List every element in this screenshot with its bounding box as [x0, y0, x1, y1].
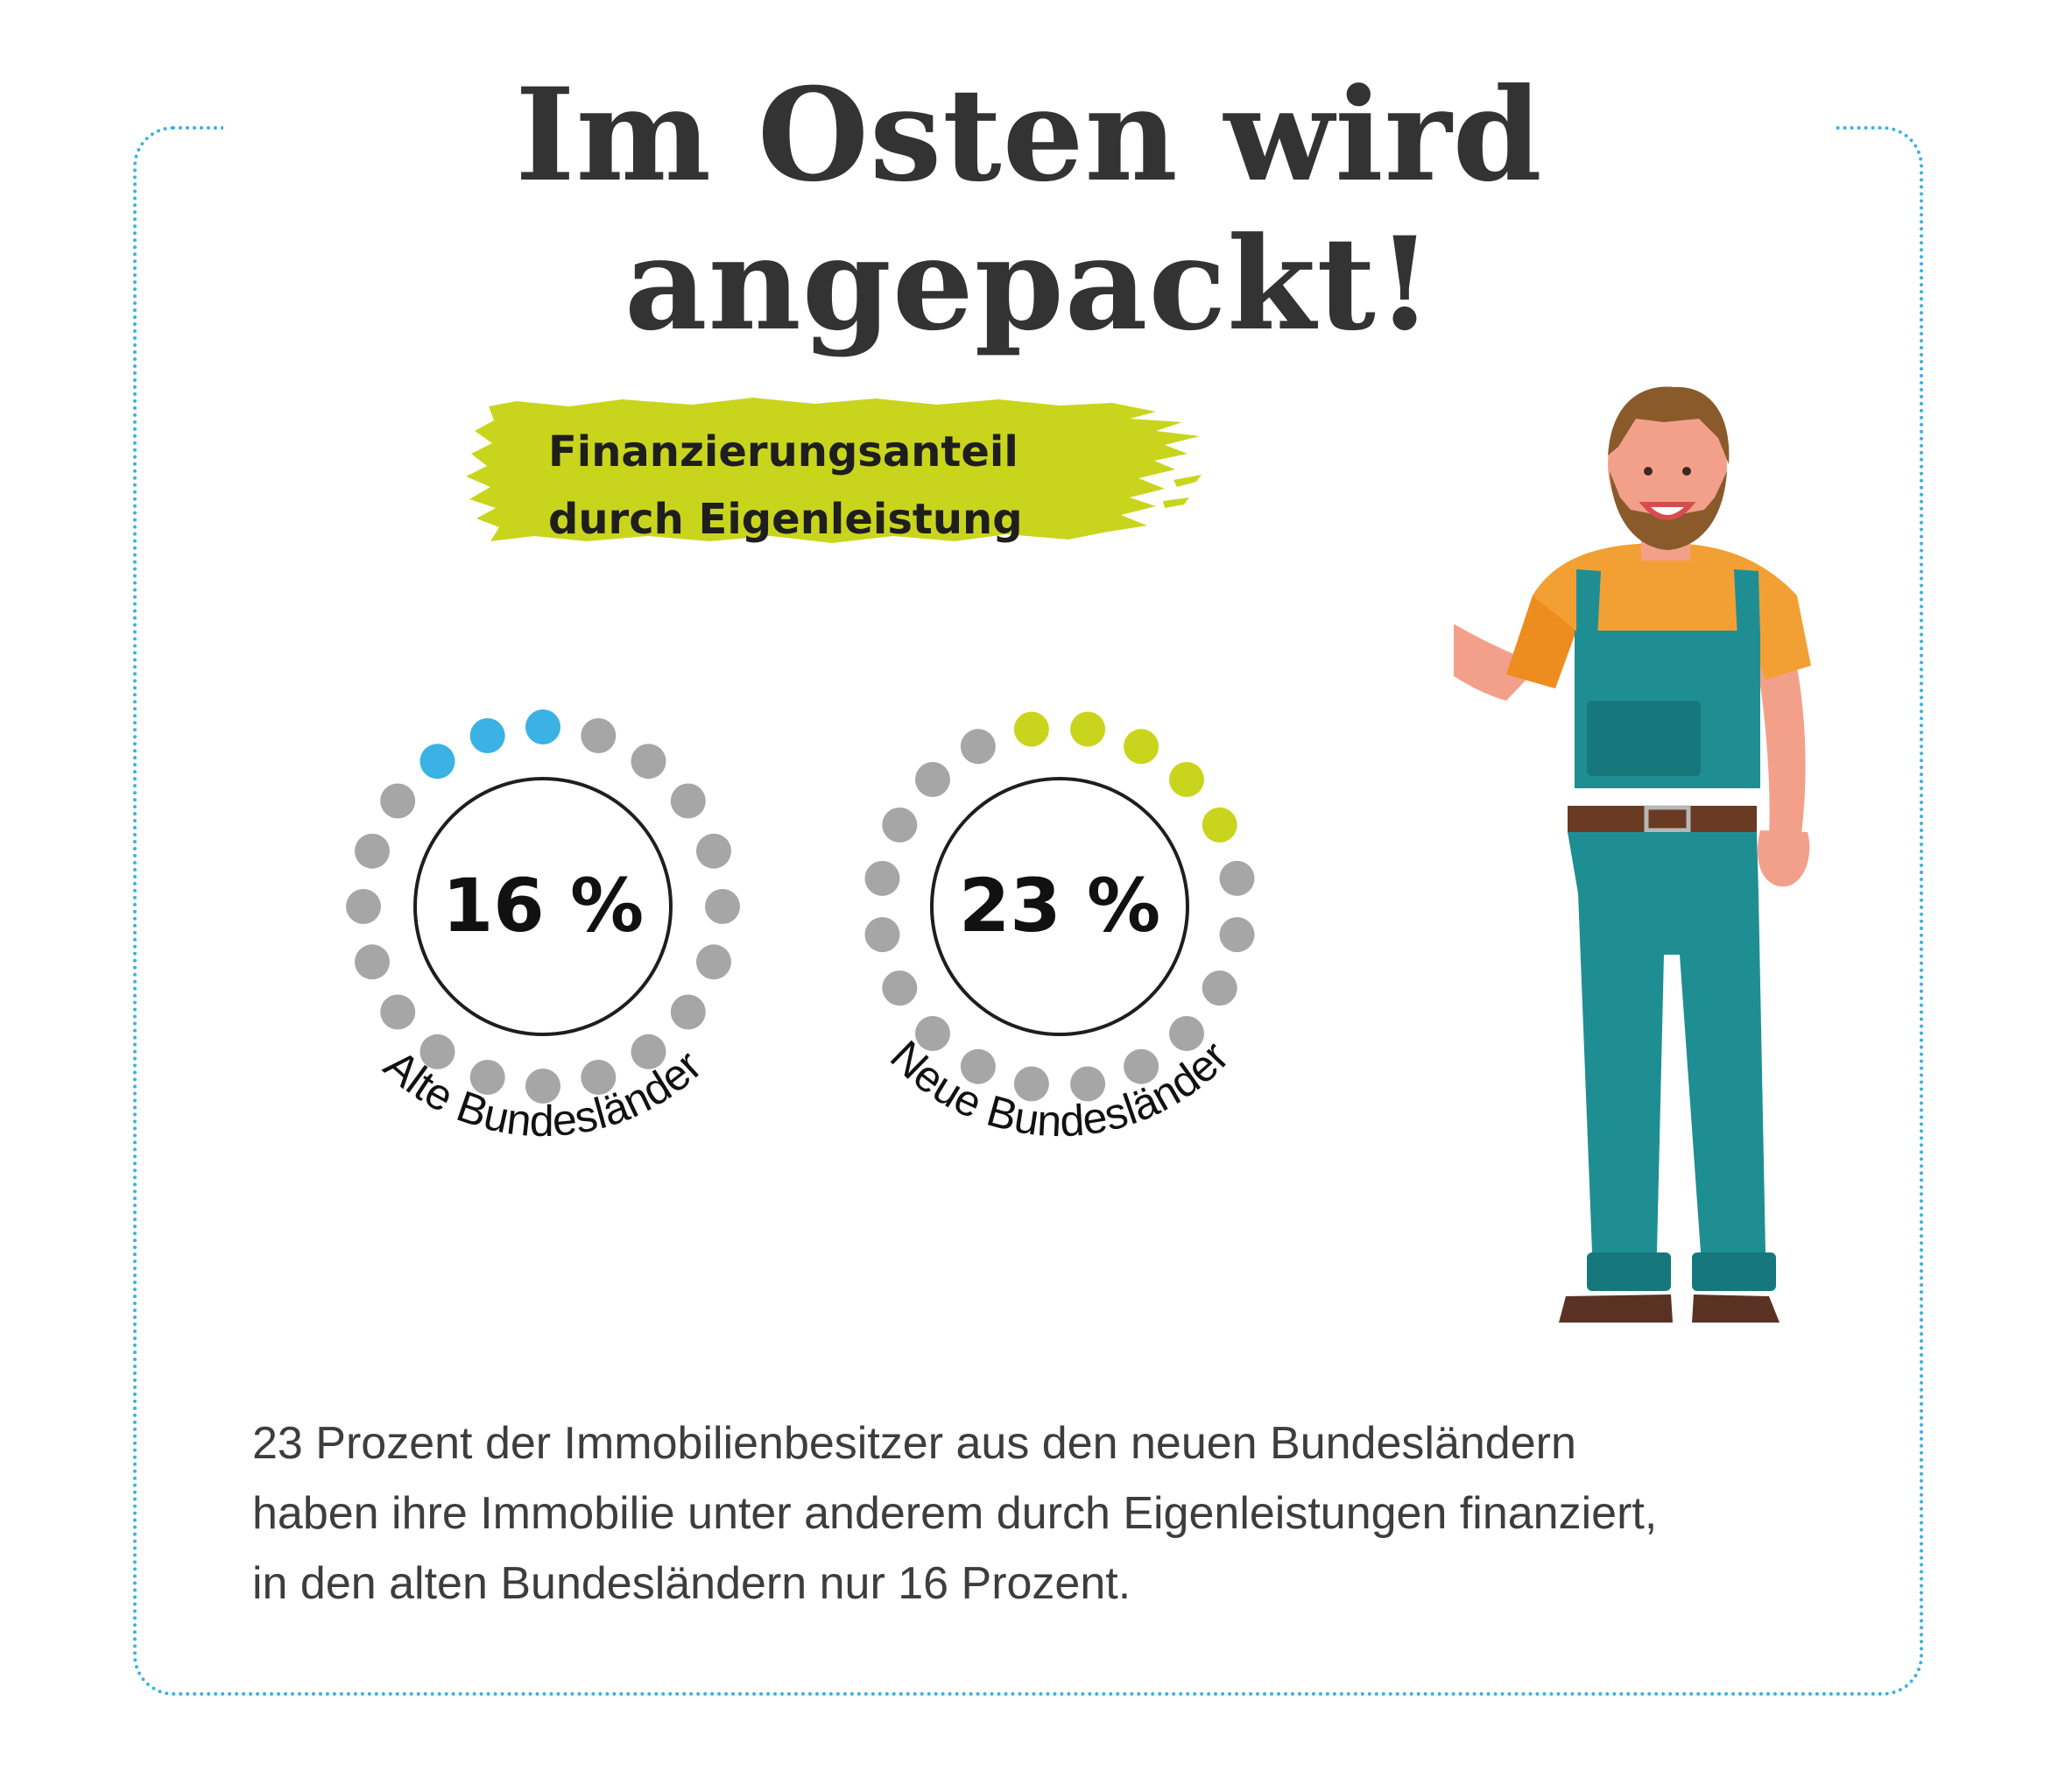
ring-dot	[1202, 807, 1237, 843]
ring-dot	[355, 944, 390, 980]
brush-stroke-shape	[466, 398, 1202, 543]
ring-dot	[1013, 1066, 1049, 1102]
description-line-2: haben ihre Immobilie unter anderem durch…	[252, 1488, 1658, 1539]
ring-dot	[882, 970, 918, 1006]
ring-dot	[960, 729, 996, 765]
ring-dot	[670, 994, 706, 1030]
dot-ring-chart-2: 23 %Neue Bundesländer	[864, 711, 1255, 1146]
ring-dot	[1013, 711, 1049, 747]
ring-dot	[1219, 860, 1255, 896]
ring-dot	[882, 807, 918, 843]
description-line-1: 23 Prozent der Immobilienbesitzer aus de…	[252, 1418, 1576, 1469]
ring-dot	[419, 744, 455, 780]
ring-dot	[1219, 917, 1255, 953]
ring-dot	[1202, 970, 1237, 1006]
description-line-3: in den alten Bundesländern nur 16 Prozen…	[252, 1558, 1131, 1609]
ring-dot	[419, 1034, 455, 1069]
ring-dot	[581, 718, 617, 753]
ring-dot	[960, 1048, 996, 1084]
ring-dot	[705, 889, 740, 924]
ring-dot	[469, 1060, 505, 1095]
ring-dot	[525, 1069, 560, 1104]
ring-dot	[525, 709, 560, 744]
label-line-2: durch Eigenleistung	[548, 495, 1023, 544]
ring-dot	[631, 1034, 666, 1069]
value-label: 16 %	[442, 863, 644, 949]
ring-dot	[1169, 762, 1204, 797]
value-label: 23 %	[959, 863, 1160, 949]
ring-dot	[1124, 729, 1159, 765]
brush-stroke-label: Finanzierungsanteil durch Eigenleistung	[464, 396, 1209, 571]
ring-dot	[380, 994, 416, 1030]
center-circle	[930, 777, 1189, 1036]
ring-dot	[864, 917, 900, 953]
center-circle	[413, 777, 673, 1036]
description-text: 23 Prozent der Immobilienbesitzer aus de…	[252, 1408, 1794, 1619]
ring-dot	[864, 860, 900, 896]
ring-dot	[696, 833, 731, 869]
ring-dot	[1070, 711, 1106, 747]
ring-dot	[380, 783, 416, 819]
dot-ring-chart-1: 16 %Alte Bundesländer	[346, 709, 740, 1146]
ring-dot	[581, 1060, 617, 1095]
ring-dot	[670, 783, 706, 819]
painter-with-brush-icon	[1454, 386, 1811, 1323]
ring-dot	[915, 1016, 950, 1051]
ring-dot	[1169, 1016, 1204, 1051]
ring-dot	[346, 889, 381, 924]
page-title: Im Osten wird angepackt!	[223, 61, 1835, 359]
ring-dot	[915, 762, 950, 797]
ring-dot	[631, 744, 666, 780]
ring-dot	[469, 718, 505, 753]
ring-dot	[1124, 1048, 1159, 1084]
ring-dot	[355, 833, 390, 869]
ring-dot	[696, 944, 731, 980]
ring-dot	[1070, 1066, 1106, 1102]
label-line-1: Finanzierungsanteil	[548, 427, 1018, 476]
